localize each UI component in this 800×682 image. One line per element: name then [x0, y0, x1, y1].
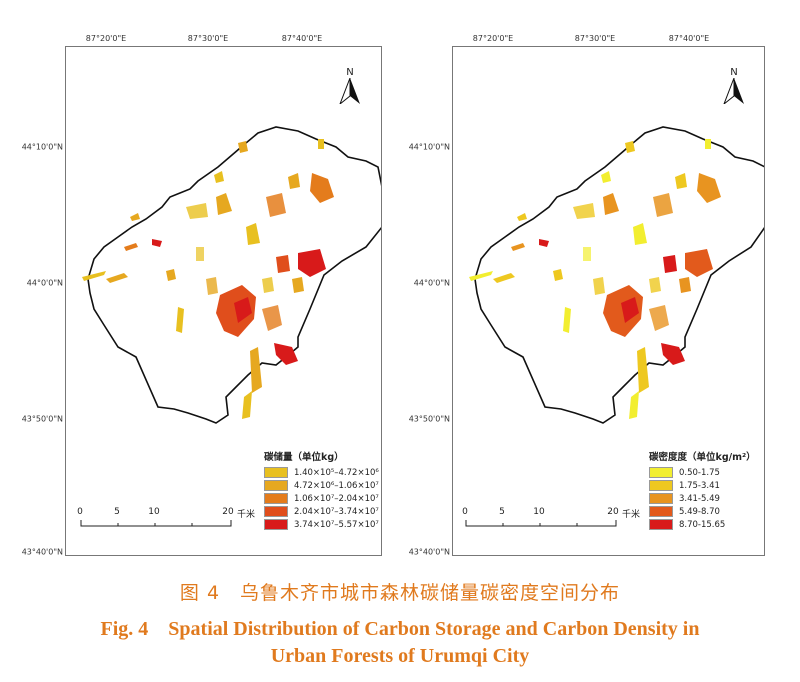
scale-label: 20 [607, 507, 619, 517]
legend-swatch [649, 467, 673, 478]
scale-bar-line [465, 520, 617, 527]
scale-label: 10 [533, 507, 545, 517]
city-boundary [87, 126, 381, 424]
north-label: N [346, 67, 354, 78]
legend-carbon-density: 碳密度度（单位kg/m²） 0.50-1.75 1.75-3.41 3.41-5… [649, 449, 756, 531]
map-panel-carbon-storage: 87°20'0"E 87°30'0"E 87°40'0"E 44°10'0"N … [22, 34, 382, 557]
legend-item: 0.50-1.75 [649, 466, 756, 479]
legend-label: 4.72×10⁶–1.06×10⁷ [294, 480, 379, 491]
forest-patches [82, 139, 334, 419]
legend-swatch [264, 467, 288, 478]
legend-label: 1.75-3.41 [679, 480, 720, 491]
legend-label: 2.04×10⁷–3.74×10⁷ [294, 506, 379, 517]
map-canvas-left [82, 126, 381, 424]
legend-swatch [649, 506, 673, 517]
north-arrow: N [338, 67, 361, 106]
north-arrow-icon [338, 77, 360, 106]
figure-caption-cn: 图 4 乌鲁木齐市城市森林碳储量碳密度空间分布 [179, 582, 621, 604]
legend-label: 0.50-1.75 [679, 467, 720, 478]
legend-swatch [649, 519, 673, 530]
lat-tick: 43°50'0"N [21, 414, 63, 424]
lat-tick: 43°40'0"N [408, 547, 450, 557]
north-arrow: N [722, 67, 745, 106]
lon-tick: 87°40'0"E [281, 34, 323, 43]
legend-title: 碳密度度（单位kg/m²） [649, 452, 756, 463]
legend-item: 8.70-15.65 [649, 518, 756, 531]
scale-label: 0 [77, 507, 83, 517]
city-boundary [474, 126, 764, 424]
figure-caption-en-line1: Fig. 4 Spatial Distribution of Carbon St… [100, 618, 700, 640]
lat-tick: 44°10'0"N [408, 142, 450, 152]
legend-item: 1.75-3.41 [649, 479, 756, 492]
legend-swatch [649, 493, 673, 504]
legend-item: 3.41-5.49 [649, 492, 756, 505]
legend-label: 1.40×10⁵–4.72×10⁶ [294, 467, 379, 478]
lon-tick: 87°40'0"E [668, 34, 710, 43]
scale-label: 20 [222, 507, 234, 517]
lon-tick: 87°30'0"E [187, 34, 229, 43]
legend-item: 3.74×10⁷–5.57×10⁷ [264, 518, 379, 531]
scale-label: 0 [462, 507, 468, 517]
lon-tick: 87°20'0"E [472, 34, 514, 43]
lat-tick: 43°40'0"N [21, 547, 63, 557]
legend-title: 碳储量（单位kg） [264, 452, 344, 463]
legend-swatch [264, 519, 288, 530]
lat-tick: 43°50'0"N [408, 414, 450, 424]
scale-label: 5 [499, 507, 505, 517]
map-canvas-right [469, 126, 764, 424]
scale-bar-line [80, 520, 232, 527]
scale-unit: 千米 [621, 510, 641, 520]
north-arrow-icon [722, 77, 744, 106]
legend-swatch [649, 480, 673, 491]
north-label: N [730, 67, 738, 78]
legend-carbon-storage: 碳储量（单位kg） 1.40×10⁵–4.72×10⁶ 4.72×10⁶–1.0… [264, 449, 379, 531]
legend-label: 5.49-8.70 [679, 506, 720, 517]
scale-unit: 千米 [236, 510, 256, 520]
lat-tick: 44°0'0"N [413, 278, 450, 288]
legend-label: 3.74×10⁷–5.57×10⁷ [294, 519, 379, 530]
legend-swatch [264, 506, 288, 517]
scale-bar: 0 5 10 20 千米 [462, 507, 665, 527]
lat-tick: 44°10'0"N [21, 142, 63, 152]
figure-caption-en-line2: Urban Forests of Urumqi City [270, 645, 530, 667]
scale-label: 5 [114, 507, 120, 517]
legend-label: 8.70-15.65 [679, 519, 726, 530]
lon-tick: 87°20'0"E [85, 34, 127, 43]
legend-label: 1.06×10⁷–2.04×10⁷ [294, 493, 379, 504]
lon-tick: 87°30'0"E [574, 34, 616, 43]
legend-item: 1.40×10⁵–4.72×10⁶ [264, 466, 379, 479]
scale-bar: 0 5 10 20 千米 [77, 507, 280, 527]
legend-swatch [264, 480, 288, 491]
lat-tick: 44°0'0"N [26, 278, 63, 288]
legend-item: 5.49-8.70 [649, 505, 756, 518]
scale-label: 10 [148, 507, 160, 517]
legend-item: 4.72×10⁶–1.06×10⁷ [264, 479, 379, 492]
legend-swatch [264, 493, 288, 504]
forest-patches [469, 139, 721, 419]
legend-item: 1.06×10⁷–2.04×10⁷ [264, 492, 379, 505]
map-panel-carbon-density: 87°20'0"E 87°30'0"E 87°40'0"E 44°10'0"N … [409, 34, 765, 557]
legend-label: 3.41-5.49 [679, 493, 720, 504]
legend-item: 2.04×10⁷–3.74×10⁷ [264, 505, 379, 518]
